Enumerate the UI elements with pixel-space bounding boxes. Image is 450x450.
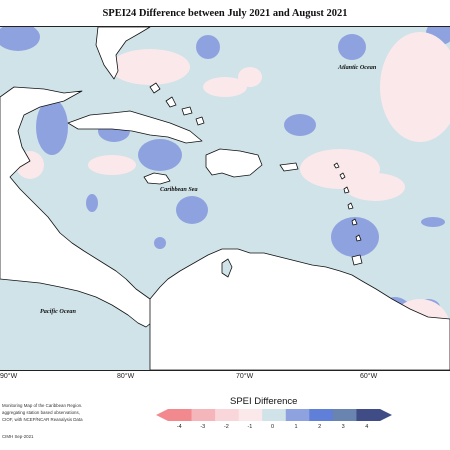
legend-tick-label: 1: [294, 424, 298, 430]
label-caribbean-sea: Caribbean Sea: [160, 186, 198, 193]
legend-swatch: [168, 409, 192, 421]
legend-tick-label: 0: [271, 424, 275, 430]
legend-tick-label: -3: [200, 424, 206, 430]
legend-tick-label: 4: [365, 424, 369, 430]
hispaniola: [205, 148, 263, 178]
legend-swatch: [238, 409, 263, 421]
longitude-label-80w: 80°W: [117, 373, 135, 380]
longitude-label-70w: 70°W: [236, 373, 254, 380]
legend-swatch: [332, 409, 357, 421]
lake-maracaibo: [221, 258, 233, 278]
legend-swatch: [285, 409, 310, 421]
label-pacific-ocean: Pacific Ocean: [40, 308, 76, 315]
map-title: SPEI24 Difference between July 2021 and …: [102, 8, 348, 19]
legend-swatch: [356, 409, 381, 421]
legend-title: SPEI Difference: [230, 396, 298, 407]
legend-tick-label: -1: [247, 424, 253, 430]
legend-swatch: [262, 409, 287, 421]
legend-swatch: [215, 409, 239, 421]
florida: [95, 27, 151, 80]
legend-swatch: [309, 409, 334, 421]
bahamas: [149, 82, 205, 126]
legend-tick-label: 2: [318, 424, 322, 430]
cuba: [67, 110, 203, 144]
puerto-rico: [279, 162, 299, 172]
legend-tick-label: -2: [223, 424, 229, 430]
trinidad: [351, 254, 363, 266]
jamaica: [143, 172, 171, 185]
longitude-label-90w: 90°W: [0, 373, 18, 380]
central-america: [0, 86, 161, 328]
south-america: [149, 248, 450, 370]
legend-colorbar: [156, 409, 392, 421]
label-atlantic-ocean: Atlantic Ocean: [338, 64, 377, 71]
spei-map: [0, 27, 450, 370]
lesser-antilles: [333, 162, 362, 242]
map-area: Atlantic Ocean Caribbean Sea Pacific Oce…: [0, 26, 450, 371]
credit-line-2: aggregating station based observations,: [2, 410, 80, 415]
legend-arrow-right: [380, 409, 392, 421]
longitude-label-60w: 60°W: [360, 373, 378, 380]
credit-line-1: Monitoring Map of the Caribbean Region.: [2, 403, 83, 408]
legend-arrow-left: [156, 409, 168, 421]
credit-line-4: CIMH Sep-2021: [2, 434, 34, 439]
legend-tick-label: -4: [176, 424, 182, 430]
legend-swatch: [191, 409, 216, 421]
legend-tick-label: 3: [341, 424, 345, 430]
credit-line-3: CIOF, with NCEP/NCAR Reanalysis Data: [2, 417, 83, 422]
land-masses: [0, 27, 450, 370]
